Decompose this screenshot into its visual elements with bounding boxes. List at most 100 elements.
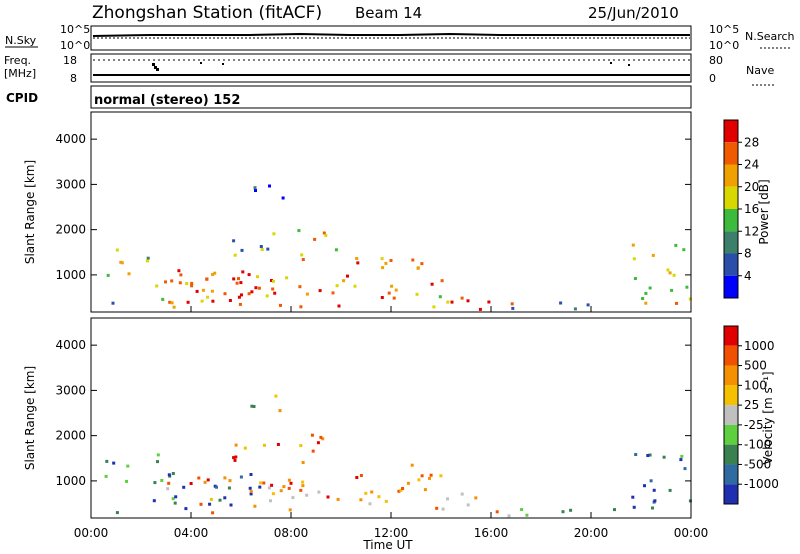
noise-right-tick-bottom: 10^0 [709,39,739,52]
echo-cell [259,245,263,248]
colorbar-segment [724,444,738,465]
noise-left-tick-top: 10^5 [60,23,90,36]
echo-cell [266,247,270,251]
velocity-echoes [104,394,692,518]
noise-panel: N.Sky 10^5 10^0 10^5 10^0 N.Search [5,23,795,52]
echo-cell [432,305,436,309]
echo-cell [260,248,264,251]
echo-cell [186,300,190,304]
echo-cell [310,433,314,437]
colorbar-tick-label: 20 [744,180,759,194]
echo-cell [271,287,275,291]
echo-cell [247,292,251,296]
echo-cell [460,492,464,496]
velocity-panel: 1000 2000 3000 4000 Slant Range [km] 1000 50… [23,317,779,519]
echo-cell [206,295,210,299]
echo-cell [234,443,238,447]
echo-cell [239,281,243,285]
y-tick-label: 3000 [55,177,86,191]
echo-cell [394,288,398,292]
echo-cell [466,299,470,303]
echo-cell [356,261,360,265]
echo-cell [298,285,302,289]
echo-cell [446,300,450,304]
cpid-value: normal (stereo) 152 [94,93,240,108]
echo-cell [439,474,443,478]
echo-cell [311,449,315,453]
echo-cell [237,295,241,299]
echo-cell [355,476,359,479]
echo-cell [238,302,242,306]
echo-cell [145,259,149,263]
echo-cell [674,243,678,247]
echo-cell [648,286,652,290]
echo-cell [265,294,269,298]
colorbar-tick-label: -25 [744,418,764,432]
echo-cell [299,305,303,309]
echo-cell [586,303,590,307]
echo-cell [257,286,261,290]
echo-cell [478,307,482,311]
echo-cell [631,243,635,247]
echo-cell [317,490,321,494]
echo-cell [359,498,363,502]
echo-cell [248,486,252,490]
echo-cell [353,284,357,288]
echo-cell [195,289,199,293]
colorbar-segment [724,164,738,187]
velocity-colorbar-label: Velocity [m s⁻¹] [761,371,775,464]
echo-cell [227,486,231,490]
echo-cell [336,497,340,501]
power-echoes [106,184,692,311]
echo-cell [390,284,394,288]
x-tick-label: 16:00 [474,526,509,540]
echo-cell [229,503,233,507]
echo-cell [316,441,320,445]
echo-cell [644,291,648,295]
echo-cell [237,277,240,281]
echo-cell [126,464,130,468]
echo-cell [319,435,323,439]
colorbar-tick-label: 4 [744,269,752,283]
colorbar-tick-label: 8 [744,247,752,261]
echo-cell [179,273,183,277]
echo-cell [267,486,271,490]
echo-cell [276,443,280,446]
echo-cell [279,303,282,307]
freq-outlier-marks [152,62,630,71]
echo-cell [399,488,403,492]
freq-tick-bottom: 8 [70,72,77,85]
echo-cell [474,496,478,500]
echo-cell [263,443,266,447]
echo-cell [285,276,289,280]
echo-cell [301,480,305,484]
echo-cell [200,299,204,303]
echo-cell [239,475,243,479]
cpid-label: CPID [6,91,38,105]
colorbar-segment [724,186,738,209]
colorbar-tick-label: 16 [744,202,759,216]
echo-cell [269,499,272,503]
echo-cell [223,476,227,480]
echo-cell [510,302,514,306]
echo-cell [203,480,207,484]
echo-cell [337,304,341,308]
echo-cell [249,473,253,476]
velocity-colorbar: 1000 500 100 25 -25 -100 -500 -1000 [723,325,779,505]
echo-cell [631,495,635,499]
echo-cell [243,446,247,450]
frequency-panel: Freq. [MHz] 18 8 80 0 Nave [4,53,775,86]
colorbar-segment [724,405,738,425]
y-tick-label: 1000 [55,474,86,488]
colorbar-tick-label: 1000 [744,339,775,353]
echo-cell [420,262,424,266]
echo-cell [569,508,573,512]
colorbar-segment [724,484,738,504]
echo-cell [632,257,636,261]
power-panel: 1000 2000 3000 4000 Slant Range [km] 4 8 12 16… [23,111,771,313]
echo-cell [252,405,256,408]
echo-cell [106,273,110,277]
echo-cell [380,257,384,261]
echo-cell [281,196,285,200]
echo-cell [112,461,116,465]
